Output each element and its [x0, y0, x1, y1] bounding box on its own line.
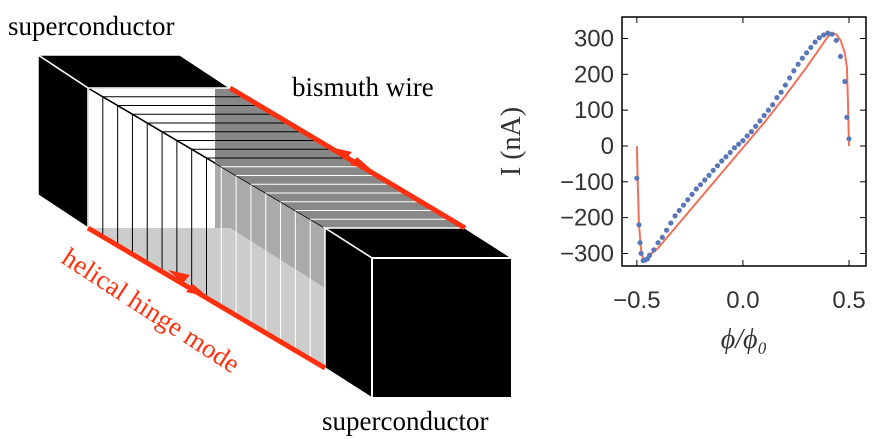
x-tick-label: 0.0	[726, 287, 759, 314]
y-tick-label: 100	[574, 97, 614, 124]
data-point	[757, 118, 763, 124]
data-point	[723, 154, 729, 160]
data-point	[680, 202, 687, 208]
data-point	[842, 78, 848, 85]
wire-front-dark	[215, 163, 325, 288]
data-point	[799, 55, 805, 61]
data-point	[693, 186, 699, 192]
data-point	[795, 61, 801, 67]
top-stripes	[102, 96, 451, 220]
data-point	[634, 175, 640, 181]
chart: −0.5 0.0 0.5 300 200 100 0 −100 −200 −300 ϕ/ϕ₀ I (n…	[496, 16, 867, 355]
data-point	[655, 240, 661, 246]
data-point	[803, 50, 810, 56]
data-point	[787, 75, 793, 81]
data-point	[808, 44, 814, 51]
front-stripes	[102, 96, 311, 360]
data-point	[672, 213, 678, 219]
data-point	[689, 191, 695, 197]
data-point	[659, 234, 665, 240]
data-point	[651, 247, 657, 253]
data-point	[636, 222, 642, 228]
data-point	[774, 95, 780, 101]
data-point	[820, 32, 827, 38]
plot-frame	[621, 16, 867, 267]
data-point	[697, 182, 704, 188]
data-point	[646, 252, 653, 258]
data-point	[714, 163, 721, 169]
data-point	[744, 133, 750, 139]
wire-diagram: superconductor bismuth wire helical hing…	[8, 11, 515, 436]
x-axis-label: ϕ/ϕ₀	[721, 324, 768, 355]
hinge-mode-top	[228, 85, 467, 231]
data-point	[791, 68, 797, 74]
fit-line	[635, 32, 851, 262]
y-tick-label: −300	[560, 240, 614, 267]
arrow	[168, 270, 190, 283]
y-tick-label: −200	[560, 205, 614, 232]
data-point	[761, 112, 767, 119]
y-tick-label: −100	[560, 169, 614, 196]
arrow	[350, 157, 372, 170]
y-axis-label: I (nA)	[496, 107, 527, 176]
data-point	[702, 177, 708, 183]
data-point	[685, 197, 691, 203]
data-point	[778, 89, 784, 95]
data-point	[706, 172, 712, 178]
y-tick-label: 0	[601, 133, 614, 160]
y-tick-label: 200	[574, 61, 614, 88]
label: superconductor	[8, 11, 174, 41]
data-point	[765, 107, 772, 113]
data-point	[812, 39, 818, 45]
data-point	[676, 207, 682, 214]
arrow	[186, 284, 208, 297]
label: bismuth wire	[292, 72, 434, 102]
data-point	[782, 82, 788, 88]
data-point	[753, 123, 759, 129]
data-point	[837, 53, 844, 60]
y-tick-label: 300	[574, 25, 614, 52]
data-point	[638, 250, 644, 257]
data-point	[846, 136, 852, 142]
arrow	[330, 147, 352, 160]
data-point	[825, 30, 831, 36]
data-point	[748, 129, 755, 135]
data-point	[829, 31, 835, 37]
data-point	[727, 149, 733, 156]
label: superconductor	[322, 406, 488, 436]
right-block-front	[371, 257, 513, 399]
data-point	[833, 37, 839, 43]
data-point	[719, 158, 725, 164]
data-point	[736, 141, 742, 147]
data-point	[637, 240, 643, 246]
data-point	[663, 227, 670, 233]
data-point	[710, 167, 716, 173]
data-point	[740, 138, 746, 144]
hinge-mode-bottom	[86, 225, 327, 371]
data-point	[668, 220, 674, 226]
data-point	[731, 145, 738, 151]
data-point	[816, 35, 822, 41]
right-block-side	[324, 226, 373, 400]
data-point	[844, 114, 850, 120]
data-point	[770, 102, 776, 108]
x-tick-label: 0.5	[832, 287, 865, 314]
x-tick-label: −0.5	[613, 287, 660, 314]
